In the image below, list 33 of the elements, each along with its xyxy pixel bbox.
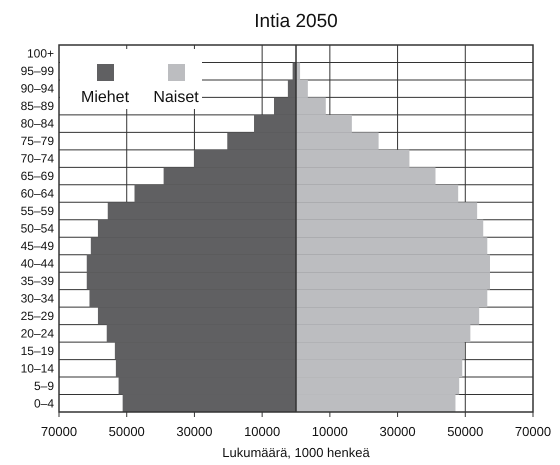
y-tick-label: 60–64 bbox=[20, 186, 54, 201]
x-tick-label: 50000 bbox=[447, 424, 484, 439]
y-tick-label: 40–44 bbox=[20, 256, 54, 270]
y-tick-label: 45–49 bbox=[20, 238, 54, 253]
y-tick-label: 80–84 bbox=[20, 116, 54, 131]
x-tick-label: 30000 bbox=[176, 424, 213, 439]
y-tick-label: 35–39 bbox=[20, 274, 54, 288]
y-tick-label: 10–14 bbox=[20, 361, 54, 376]
y-tick-label: 95–99 bbox=[20, 64, 54, 78]
y-tick-label: 100+ bbox=[26, 46, 54, 61]
y-tick-label: 70–74 bbox=[20, 152, 54, 166]
x-tick-label: 10000 bbox=[244, 424, 280, 439]
y-tick-label: 0–4 bbox=[34, 396, 54, 410]
y-tick-label: 75–79 bbox=[20, 134, 54, 148]
x-axis-title: Lukumäärä, 1000 henkeä bbox=[222, 445, 370, 460]
y-tick-label: 30–34 bbox=[20, 291, 54, 306]
y-tick-label: 85–89 bbox=[20, 99, 54, 114]
x-tick-label: 30000 bbox=[379, 424, 416, 439]
y-tick-label: 25–29 bbox=[20, 308, 54, 323]
legend-label: Naiset bbox=[153, 89, 200, 106]
x-tick-label: 10000 bbox=[312, 424, 348, 439]
chart-title: Intia 2050 bbox=[254, 11, 338, 32]
y-tick-label: 90–94 bbox=[20, 82, 54, 96]
y-tick-label: 65–69 bbox=[20, 169, 54, 184]
y-tick-label: 5–9 bbox=[34, 378, 54, 393]
x-tick-label: 50000 bbox=[108, 424, 145, 439]
legend-label: Miehet bbox=[80, 89, 130, 106]
x-tick-label: 70000 bbox=[40, 424, 78, 439]
y-tick-label: 55–59 bbox=[20, 204, 54, 218]
y-tick-label: 20–24 bbox=[20, 326, 54, 340]
y-tick-label: 15–19 bbox=[20, 344, 54, 358]
y-tick-label: 50–54 bbox=[20, 222, 54, 236]
x-tick-label: 70000 bbox=[514, 424, 552, 439]
